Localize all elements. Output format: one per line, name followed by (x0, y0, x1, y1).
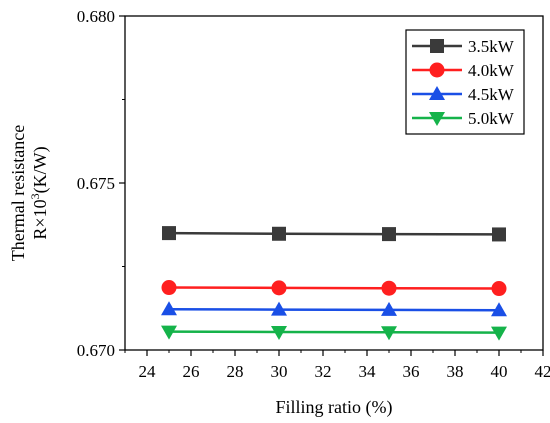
y-axis-title: Thermal resistance R×103(K/W) (8, 125, 51, 261)
legend-marker (430, 39, 444, 53)
legend-marker (429, 112, 445, 126)
y-tick-label: 0.675 (77, 174, 115, 193)
data-point (491, 281, 507, 297)
data-point (161, 325, 177, 340)
legend-marker (429, 86, 445, 100)
x-tick-label: 30 (271, 362, 288, 381)
y-tick-label: 0.680 (77, 7, 115, 26)
data-point (381, 326, 397, 341)
legend-label: 4.0kW (468, 61, 515, 80)
data-point (161, 301, 177, 316)
legend-box (405, 29, 525, 135)
data-point (492, 227, 506, 242)
plot-area: 24 26 28 30 32 34 36 38 40 42 0.670 0.675 0.680 3.5kW… (77, 7, 550, 381)
series-line (168, 231, 500, 236)
x-tick-label: 32 (315, 362, 332, 381)
y-axis-title-line1: Thermal resistance (8, 125, 28, 261)
x-axis-title: Filling ratio (%) (276, 397, 393, 418)
x-tick-label: 28 (227, 362, 244, 381)
data-point (491, 302, 507, 317)
data-point (162, 226, 176, 241)
x-tick-label: 38 (447, 362, 464, 381)
x-tick-label: 42 (535, 362, 550, 381)
data-point (381, 280, 397, 296)
x-tick-label: 36 (403, 362, 420, 381)
data-point (161, 280, 177, 296)
series-line (168, 286, 500, 290)
data-point (271, 301, 287, 316)
x-tick-label: 26 (183, 362, 200, 381)
series-line (168, 308, 500, 312)
y-axis-title-line2: R×103(K/W) (28, 146, 51, 239)
data-point (272, 226, 286, 241)
y-tick-label: 0.670 (77, 341, 115, 360)
data-point (382, 227, 396, 242)
legend-label: 5.0kW (468, 109, 515, 128)
data-point (271, 325, 287, 340)
x-tick-label: 40 (491, 362, 508, 381)
series-line (168, 330, 500, 334)
legend-marker (429, 62, 445, 78)
x-tick-label: 34 (359, 362, 377, 381)
legend-label: 3.5kW (468, 37, 515, 56)
x-tick-label: 24 (139, 362, 157, 381)
data-point (381, 301, 397, 316)
data-point (491, 326, 507, 341)
legend-label: 4.5kW (468, 85, 515, 104)
data-point (271, 280, 287, 296)
